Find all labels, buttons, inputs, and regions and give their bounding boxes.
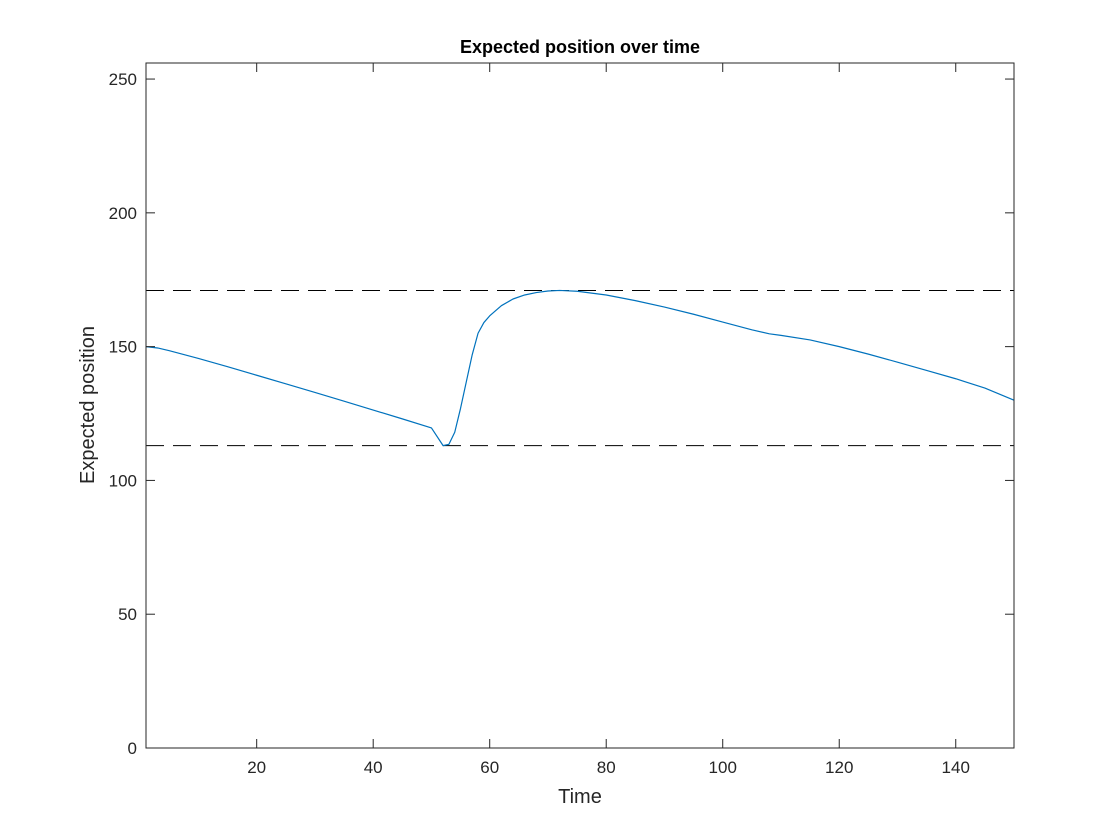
- chart-title: Expected position over time: [460, 37, 700, 57]
- y-tick-label: 250: [109, 70, 137, 89]
- x-tick-label: 20: [247, 758, 266, 777]
- y-tick-label: 150: [109, 338, 137, 357]
- x-tick-label: 40: [364, 758, 383, 777]
- y-axis: 0 50 100 150 200 250: [109, 70, 1014, 758]
- x-tick-label: 120: [825, 758, 853, 777]
- y-tick-label: 200: [109, 204, 137, 223]
- y-tick-label: 50: [118, 605, 137, 624]
- x-axis-label: Time: [558, 786, 602, 808]
- series-line-1: [145, 289, 1015, 447]
- x-tick-label: 140: [942, 758, 970, 777]
- y-tick-label: 0: [128, 739, 137, 758]
- x-tick-label: 60: [480, 758, 499, 777]
- x-tick-label: 100: [709, 758, 737, 777]
- series-layer: [145, 289, 1015, 447]
- reference-lines: [146, 289, 1014, 447]
- x-axis: 20 40 60 80 100 120 140: [247, 63, 970, 777]
- x-tick-label: 80: [597, 758, 616, 777]
- y-axis-label: Expected position: [77, 326, 99, 484]
- y-tick-label: 100: [109, 471, 137, 490]
- plot-area-frame: [145, 62, 1015, 749]
